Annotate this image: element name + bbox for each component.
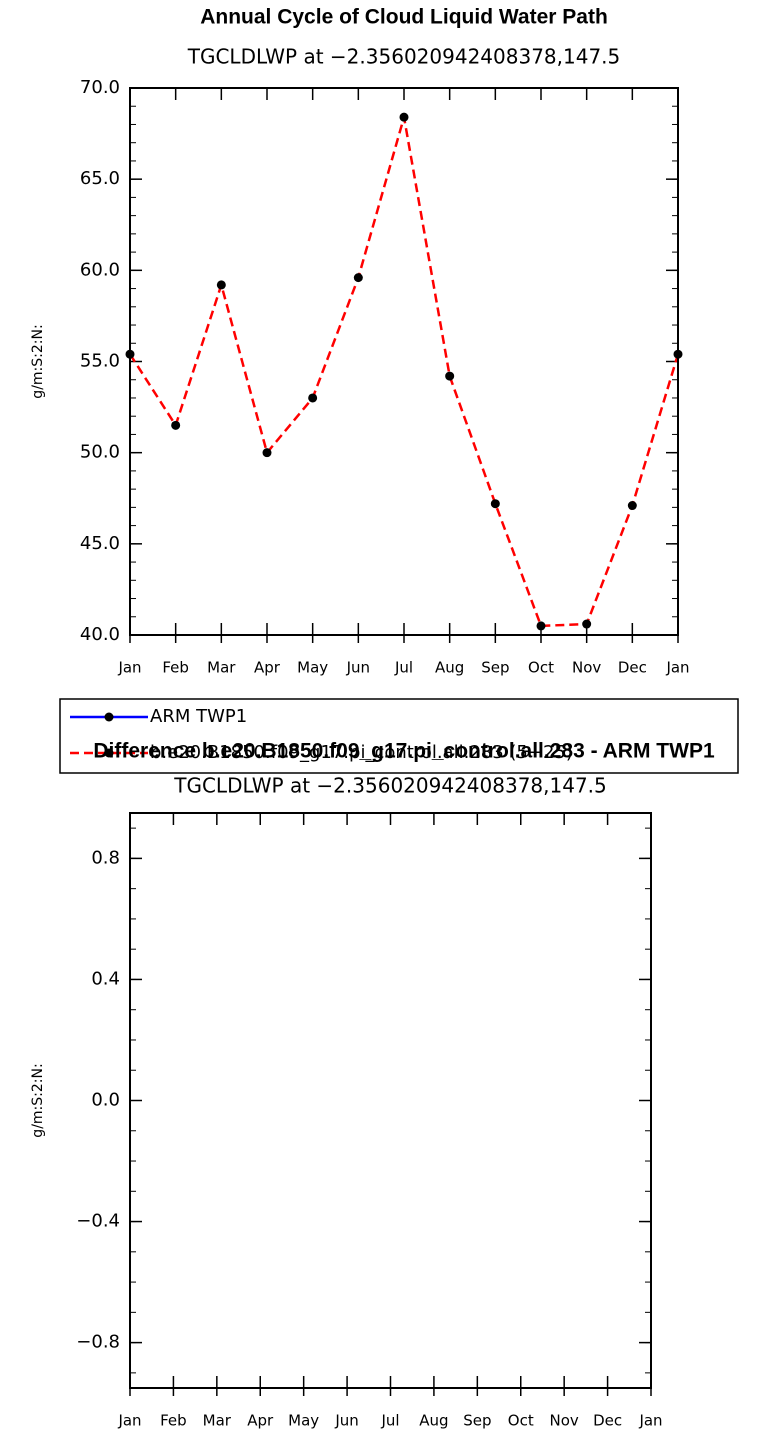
y-tick-label: 55.0 xyxy=(80,351,120,372)
x-tick-label: Nov xyxy=(550,1412,579,1430)
x-tick-label: Mar xyxy=(203,1412,232,1430)
x-tick-label: Dec xyxy=(618,659,647,677)
y-tick-label: 0.0 xyxy=(91,1090,120,1111)
x-tick-label: Sep xyxy=(481,659,509,677)
x-tick-label: Jun xyxy=(334,1412,358,1430)
legend-marker xyxy=(104,712,114,722)
y-axis-label: g/m:S:2:N: xyxy=(30,1063,46,1137)
y-axis-label: g/m:S:2:N: xyxy=(30,324,46,398)
marker xyxy=(582,619,592,629)
legend-marker xyxy=(104,748,114,758)
y-tick-label: 0.4 xyxy=(91,968,120,989)
x-tick-label: Oct xyxy=(528,659,554,677)
x-tick-label: Jul xyxy=(380,1412,399,1430)
x-tick-label: Oct xyxy=(508,1412,534,1430)
x-tick-label: Jan xyxy=(117,659,141,677)
x-tick-label: Apr xyxy=(254,659,281,677)
marker xyxy=(262,448,272,458)
x-tick-label: Aug xyxy=(419,1412,448,1430)
x-tick-label: Mar xyxy=(207,659,236,677)
marker xyxy=(399,112,409,122)
x-tick-label: Dec xyxy=(593,1412,622,1430)
x-tick-label: Jan xyxy=(117,1412,141,1430)
x-tick-label: Jul xyxy=(394,659,413,677)
x-tick-label: Jan xyxy=(665,659,689,677)
chart-subtitle: TGCLDLWP at −2.356020942408378,147.5 xyxy=(187,45,621,69)
marker xyxy=(353,273,363,283)
x-tick-label: Feb xyxy=(162,659,189,677)
marker xyxy=(216,280,226,290)
y-tick-label: 60.0 xyxy=(80,259,120,280)
marker xyxy=(171,420,181,430)
marker xyxy=(308,393,318,403)
y-tick-label: −0.4 xyxy=(76,1211,120,1232)
chart-title: Annual Cycle of Cloud Liquid Water Path xyxy=(200,6,608,29)
marker xyxy=(627,501,637,511)
marker xyxy=(536,621,546,631)
plot-frame xyxy=(129,87,679,636)
marker xyxy=(490,499,500,509)
marker xyxy=(445,371,455,381)
x-tick-label: Jun xyxy=(346,659,370,677)
plot-frame xyxy=(129,812,652,1389)
y-tick-label: 45.0 xyxy=(80,533,120,554)
series-line xyxy=(128,116,680,628)
x-tick-label: May xyxy=(297,659,328,677)
x-tick-label: Aug xyxy=(435,659,464,677)
x-tick-label: Nov xyxy=(572,659,601,677)
legend-box xyxy=(59,698,739,774)
chart-subtitle: TGCLDLWP at −2.356020942408378,147.5 xyxy=(173,774,607,798)
y-tick-label: −0.8 xyxy=(76,1332,120,1353)
x-tick-label: Apr xyxy=(247,1412,274,1430)
y-tick-label: 50.0 xyxy=(80,442,120,463)
legend-label: ARM TWP1 xyxy=(150,706,247,727)
x-tick-label: Sep xyxy=(463,1412,491,1430)
y-tick-label: 70.0 xyxy=(80,77,120,98)
x-tick-label: Feb xyxy=(160,1412,187,1430)
x-tick-label: May xyxy=(288,1412,319,1430)
y-tick-label: 40.0 xyxy=(80,624,120,645)
y-tick-label: 65.0 xyxy=(80,168,120,189)
chart-title: Difference b.e20.B1850.f09_g17.pi_contro… xyxy=(93,740,715,763)
y-tick-label: 0.8 xyxy=(91,847,120,868)
x-tick-label: Jan xyxy=(638,1412,662,1430)
legend-label: b.e20.B1850.f09_g17.pi_control.all.283 (… xyxy=(150,742,573,763)
